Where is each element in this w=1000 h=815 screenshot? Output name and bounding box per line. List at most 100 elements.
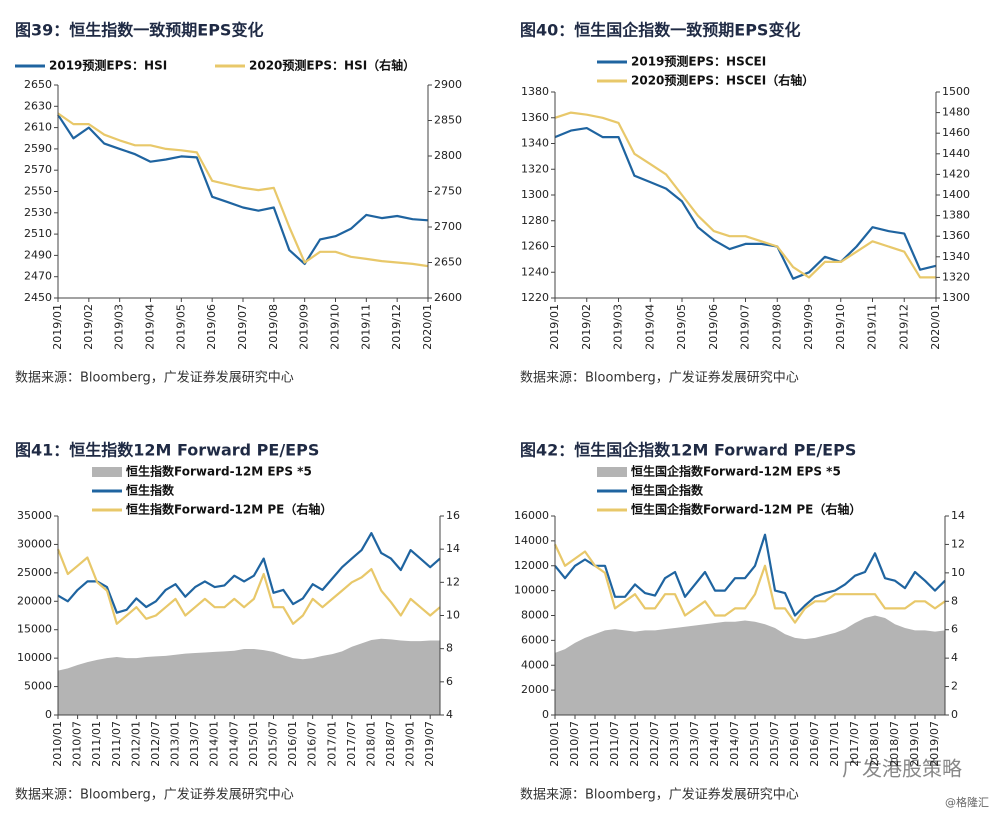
y-tick-label: 2610: [24, 121, 52, 134]
y2-tick-label: 10: [446, 609, 460, 622]
x-tick-label: 2012/01: [129, 721, 142, 767]
y-tick-label: 0: [542, 708, 549, 721]
x-tick-label: 2019/06: [707, 304, 720, 350]
y2-tick-label: 16: [446, 509, 460, 522]
y2-tick-label: 1340: [942, 250, 970, 263]
x-tick-label: 2019/08: [770, 304, 783, 350]
y-tick-label: 25000: [17, 566, 52, 579]
x-tick-label: 2018/07: [888, 721, 901, 767]
x-tick-label: 2020/01: [929, 304, 942, 350]
line: [554, 543, 946, 624]
line: [57, 114, 429, 265]
x-tick-label: 2014/01: [208, 721, 221, 767]
y-tick-label: 6000: [521, 633, 549, 646]
x-tick-label: 2012/01: [628, 721, 641, 767]
y-tick-label: 1220: [521, 291, 549, 304]
y-tick-label: 2450: [24, 291, 52, 304]
line: [554, 533, 946, 617]
chart-title: 图41：恒生指数12M Forward PE/EPS: [15, 441, 319, 460]
x-tick-label: 2013/01: [169, 721, 182, 767]
y-tick-label: 8000: [521, 609, 549, 622]
y-tick-label: 1320: [521, 162, 549, 175]
x-tick-label: 2014/01: [708, 721, 721, 767]
y2-tick-label: 2800: [434, 149, 462, 162]
y2-tick-label: 2600: [434, 291, 462, 304]
y2-tick-label: 12: [446, 575, 460, 588]
line: [554, 111, 936, 279]
x-tick-label: 2013/07: [688, 721, 701, 767]
line: [57, 112, 429, 268]
x-tick-label: 2011/01: [588, 721, 601, 767]
y-tick-label: 1380: [521, 85, 549, 98]
x-tick-label: 2019/08: [267, 304, 280, 350]
y2-tick-label: 1460: [942, 126, 970, 139]
x-tick-label: 2016/01: [788, 721, 801, 767]
line: [554, 127, 937, 280]
x-tick-label: 2014/07: [728, 721, 741, 767]
x-tick-label: 2011/07: [110, 721, 123, 767]
line: [56, 548, 441, 625]
x-tick-label: 2016/07: [306, 721, 319, 767]
x-tick-label: 2011/07: [608, 721, 621, 767]
x-tick-label: 2019/04: [144, 304, 157, 350]
x-tick-label: 2017/07: [848, 721, 861, 767]
source: 数据来源：Bloomberg，广发证券发展研究中心: [15, 370, 294, 386]
legend-label: 恒生国企指数Forward-12M PE（右轴）: [631, 502, 861, 517]
y-tick-label: 30000: [17, 537, 52, 550]
y2-tick-label: 1420: [942, 167, 970, 180]
y2-tick-label: 12: [951, 537, 965, 550]
y2-tick-label: 4: [951, 651, 958, 664]
source: 数据来源：Bloomberg，广发证券发展研究中心: [520, 370, 799, 386]
y2-tick-label: 1440: [942, 147, 970, 160]
legend-swatch: [92, 467, 122, 477]
y-tick-label: 2470: [24, 270, 52, 283]
x-tick-label: 2010/01: [51, 721, 64, 767]
x-tick-label: 2019/05: [174, 304, 187, 350]
x-tick-label: 2020/01: [421, 304, 434, 350]
x-tick-label: 2015/07: [266, 721, 279, 767]
y-tick-label: 15000: [17, 623, 52, 636]
source: 数据来源：Bloomberg，广发证券发展研究中心: [15, 787, 294, 803]
x-tick-label: 2019/05: [675, 304, 688, 350]
y2-tick-label: 14: [951, 509, 965, 522]
y2-tick-label: 1400: [942, 188, 970, 201]
y-tick-label: 2550: [24, 185, 52, 198]
x-tick-label: 2015/07: [768, 721, 781, 767]
legend-label: 恒生国企指数Forward-12M EPS *5: [631, 464, 841, 479]
y-tick-label: 2510: [24, 227, 52, 240]
x-tick-label: 2018/01: [364, 721, 377, 767]
x-tick-label: 2019/11: [866, 304, 879, 350]
y-tick-label: 1260: [521, 240, 549, 253]
x-tick-label: 2019/01: [908, 721, 921, 767]
y-tick-label: 14000: [514, 534, 549, 547]
x-tick-label: 2012/07: [648, 721, 661, 767]
y2-tick-label: 1300: [942, 291, 970, 304]
y2-tick-label: 1380: [942, 209, 970, 222]
x-tick-label: 2019/07: [236, 304, 249, 350]
chart-title: 图39：恒生指数一致预期EPS变化: [15, 21, 263, 40]
source: 数据来源：Bloomberg，广发证券发展研究中心: [520, 787, 799, 803]
x-tick-label: 2013/07: [188, 721, 201, 767]
chart-title: 图42：恒生国企指数12M Forward PE/EPS: [520, 441, 856, 460]
x-tick-label: 2019/07: [928, 721, 941, 767]
y-tick-label: 10000: [17, 651, 52, 664]
y-tick-label: 10000: [514, 584, 549, 597]
y2-tick-label: 1320: [942, 270, 970, 283]
x-tick-label: 2019/12: [897, 304, 910, 350]
y-tick-label: 0: [45, 708, 52, 721]
x-tick-label: 2019/01: [548, 304, 561, 350]
x-tick-label: 2019/02: [82, 304, 95, 350]
x-tick-label: 2019/07: [739, 304, 752, 350]
x-tick-label: 2019/06: [205, 304, 218, 350]
x-tick-label: 2015/01: [247, 721, 260, 767]
y-tick-label: 1360: [521, 111, 549, 124]
y2-tick-label: 0: [951, 708, 958, 721]
y-tick-label: 12000: [514, 559, 549, 572]
y-tick-label: 20000: [17, 594, 52, 607]
y-tick-label: 1280: [521, 214, 549, 227]
y-tick-label: 35000: [17, 509, 52, 522]
y2-tick-label: 2850: [434, 114, 462, 127]
x-tick-label: 2019/03: [113, 304, 126, 350]
legend-swatch: [597, 467, 627, 477]
